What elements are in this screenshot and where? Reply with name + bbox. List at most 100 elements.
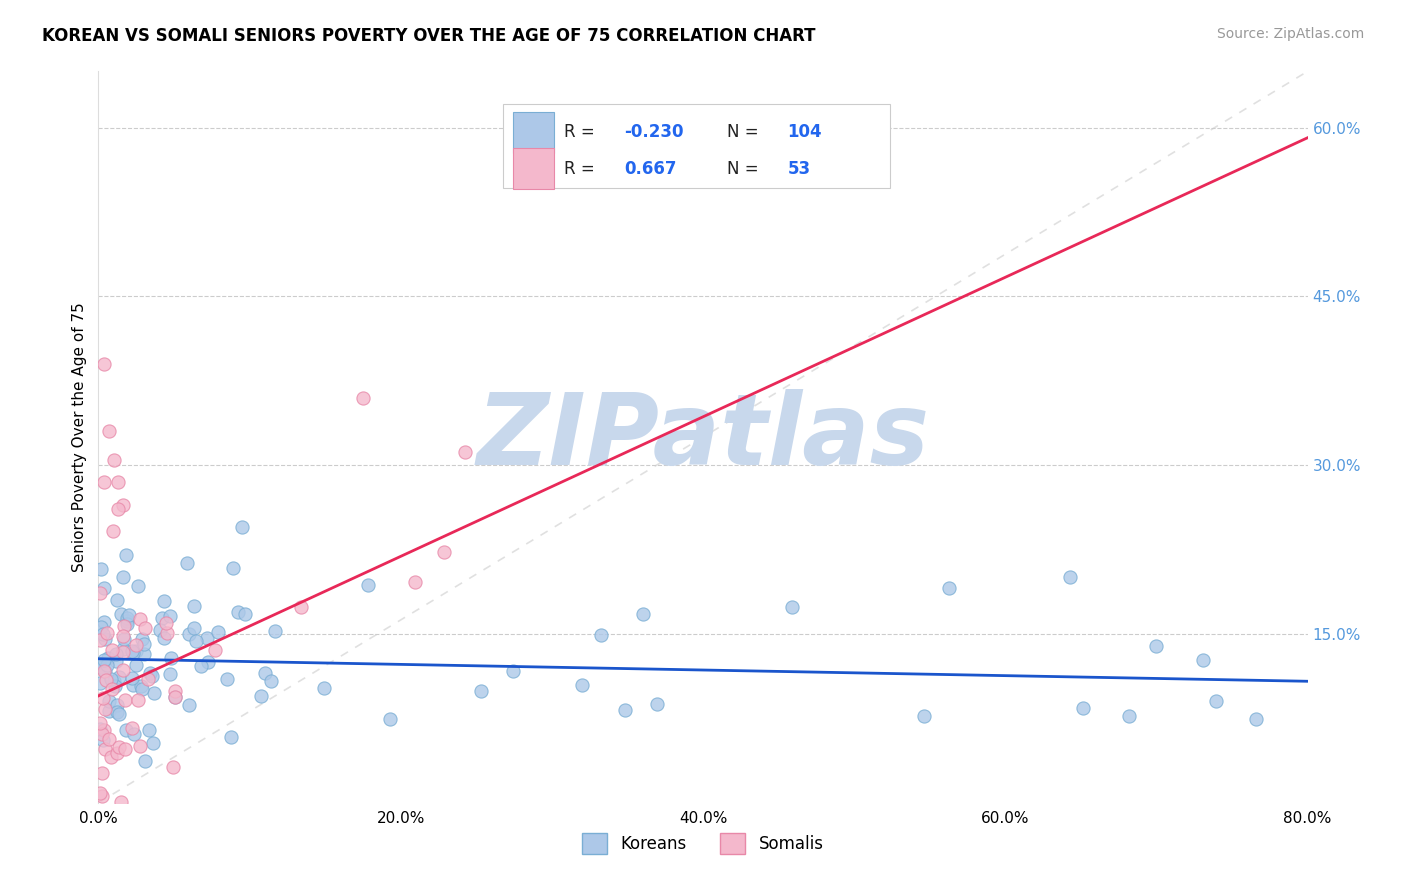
Point <box>91 789 114 803</box>
Point <box>115 614 138 628</box>
Point <box>136 673 159 687</box>
Point <box>121 671 143 685</box>
Point <box>90 620 112 634</box>
Point <box>93 615 115 629</box>
Point <box>110 795 132 809</box>
Point <box>141 669 163 683</box>
Point <box>454 445 477 459</box>
Point <box>91 627 114 641</box>
Point <box>1059 570 1081 584</box>
Point <box>98 425 121 439</box>
Text: -0.230: -0.230 <box>624 123 683 141</box>
Point <box>647 697 669 711</box>
Point <box>94 665 117 679</box>
Point <box>1192 653 1215 667</box>
Point <box>89 715 111 730</box>
Point <box>250 689 273 703</box>
Point <box>138 723 160 737</box>
Point <box>89 657 111 671</box>
Point <box>104 679 127 693</box>
Point <box>312 681 335 695</box>
Point <box>132 637 155 651</box>
Point <box>112 570 135 584</box>
Point <box>89 675 111 690</box>
Point <box>132 648 155 662</box>
Point <box>231 520 253 534</box>
Point <box>264 624 287 639</box>
Text: N =: N = <box>727 160 763 178</box>
Point <box>782 599 804 614</box>
FancyBboxPatch shape <box>513 148 554 189</box>
Point <box>197 655 219 669</box>
Point <box>1205 694 1227 708</box>
Point <box>176 556 198 570</box>
Point <box>93 475 115 489</box>
Point <box>104 654 127 668</box>
Point <box>156 625 179 640</box>
Point <box>96 626 118 640</box>
Point <box>129 679 152 693</box>
Point <box>195 631 218 645</box>
Point <box>112 619 135 633</box>
Point <box>190 659 212 673</box>
Point <box>254 666 277 681</box>
Point <box>93 632 115 647</box>
Point <box>159 666 181 681</box>
Point <box>91 691 114 706</box>
Point <box>94 702 117 716</box>
Point <box>165 690 187 704</box>
Point <box>89 723 111 737</box>
Point <box>93 723 115 737</box>
Point <box>112 632 135 646</box>
Point <box>125 658 148 673</box>
Point <box>101 643 124 657</box>
FancyBboxPatch shape <box>503 104 890 188</box>
Legend: Koreans, Somalis: Koreans, Somalis <box>575 827 831 860</box>
Point <box>204 643 226 657</box>
Point <box>105 746 128 760</box>
Point <box>111 663 134 677</box>
Point <box>108 740 131 755</box>
Point <box>115 723 138 737</box>
Point <box>938 581 960 595</box>
Point <box>96 673 118 687</box>
Point <box>215 672 238 686</box>
Point <box>165 684 187 698</box>
Point <box>97 650 120 665</box>
Point <box>122 726 145 740</box>
Point <box>93 733 115 747</box>
Point <box>352 391 374 405</box>
Point <box>98 694 121 708</box>
Point <box>90 561 112 575</box>
Y-axis label: Seniors Poverty Over the Age of 75: Seniors Poverty Over the Age of 75 <box>72 302 87 572</box>
Point <box>125 644 148 658</box>
Point <box>159 650 181 665</box>
Point <box>153 593 176 607</box>
Point <box>121 644 143 658</box>
Point <box>89 660 111 674</box>
Text: N =: N = <box>727 123 763 141</box>
Point <box>89 633 111 648</box>
Point <box>103 452 125 467</box>
Point <box>591 627 613 641</box>
Point <box>165 690 187 705</box>
Point <box>221 561 243 575</box>
Point <box>134 754 156 768</box>
Point <box>93 357 115 371</box>
Point <box>107 475 129 489</box>
Point <box>1244 713 1267 727</box>
Point <box>1118 708 1140 723</box>
Point <box>150 611 173 625</box>
Point <box>290 600 312 615</box>
Point <box>129 739 152 753</box>
Point <box>97 731 120 746</box>
Point <box>103 673 125 688</box>
Point <box>93 581 115 595</box>
Point <box>111 629 134 643</box>
Point <box>184 634 207 648</box>
Point <box>357 578 380 592</box>
Text: R =: R = <box>564 160 605 178</box>
Point <box>89 786 111 800</box>
Point <box>89 585 111 599</box>
Point <box>101 681 124 696</box>
